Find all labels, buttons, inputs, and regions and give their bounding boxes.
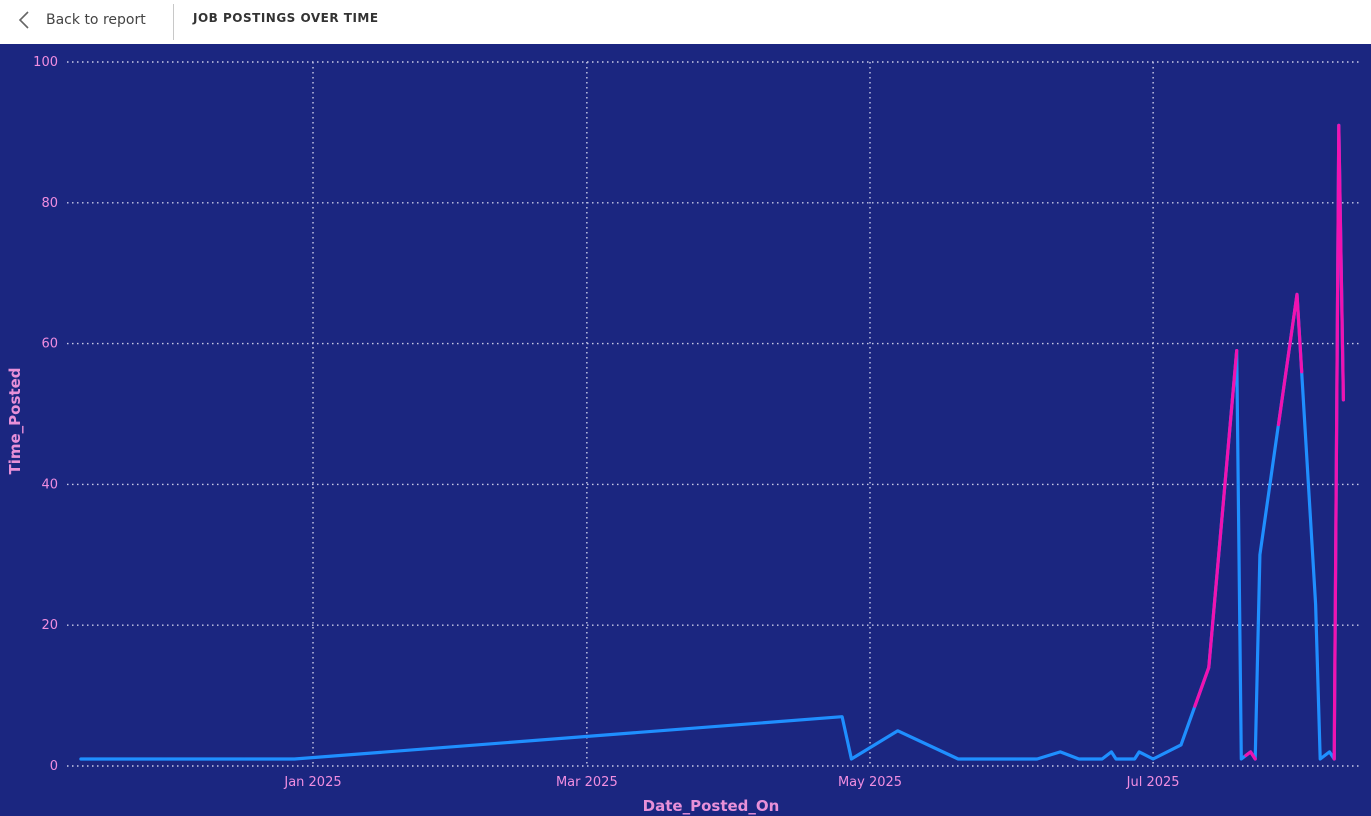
data-point xyxy=(1341,398,1345,402)
data-point xyxy=(1235,348,1239,352)
y-tick-label: 80 xyxy=(41,196,58,211)
data-point xyxy=(1248,750,1252,754)
series-time-posted[interactable] xyxy=(79,123,1345,761)
x-tick-label: Mar 2025 xyxy=(556,775,618,790)
series-line-highlight xyxy=(1193,349,1239,708)
data-point xyxy=(1077,757,1081,761)
data-point xyxy=(1207,665,1211,669)
data-point xyxy=(1239,757,1243,761)
x-axis-title: Date_Posted_On xyxy=(643,797,780,815)
data-point xyxy=(840,715,844,719)
series-line-highlight xyxy=(1244,750,1257,761)
data-point xyxy=(1035,757,1039,761)
x-tick-label: Jan 2025 xyxy=(283,775,341,790)
data-point xyxy=(1137,750,1141,754)
header-divider xyxy=(173,4,174,40)
data-point xyxy=(79,757,83,761)
back-to-report-button[interactable]: Back to report xyxy=(18,6,146,34)
data-point xyxy=(1058,750,1062,754)
y-tick-label: 0 xyxy=(50,759,58,774)
data-point xyxy=(1151,757,1155,761)
data-point xyxy=(162,757,166,761)
line-chart[interactable]: 0 20 40 60 80 100 Jan 2025 Mar 2025 May 2025 Jul… xyxy=(0,44,1371,816)
y-axis-title: Time_Posted xyxy=(6,368,24,475)
data-point xyxy=(956,757,960,761)
x-axis-ticks: Jan 2025 Mar 2025 May 2025 Jul 2025 xyxy=(283,775,1179,790)
y-tick-label: 40 xyxy=(41,477,58,492)
x-tick-label: May 2025 xyxy=(838,775,902,790)
series-line-highlight xyxy=(1276,292,1304,427)
data-point xyxy=(1332,757,1336,761)
chart-background xyxy=(0,44,1371,816)
data-point xyxy=(292,757,296,761)
series-line-highlight xyxy=(1332,123,1345,761)
back-to-report-label: Back to report xyxy=(46,12,146,28)
x-tick-label: Jul 2025 xyxy=(1126,775,1180,790)
page-title: JOB POSTINGS OVER TIME xyxy=(193,11,379,25)
chart-area: 0 20 40 60 80 100 Jan 2025 Mar 2025 May 2025 Jul… xyxy=(0,44,1371,816)
y-tick-label: 60 xyxy=(41,337,58,352)
data-point xyxy=(1109,750,1113,754)
data-point xyxy=(1313,602,1317,606)
data-point xyxy=(1327,750,1331,754)
gridlines xyxy=(67,61,1362,767)
chevron-left-icon xyxy=(18,11,29,29)
data-point xyxy=(241,757,245,761)
top-bar: Back to report JOB POSTINGS OVER TIME xyxy=(0,0,1371,44)
data-point xyxy=(1318,757,1322,761)
data-point xyxy=(1253,757,1257,761)
data-point xyxy=(1179,743,1183,747)
data-point xyxy=(1132,757,1136,761)
data-point xyxy=(1295,292,1299,296)
y-tick-label: 100 xyxy=(33,55,58,70)
series-line[interactable] xyxy=(79,123,1345,761)
data-point xyxy=(896,729,900,733)
y-axis-ticks: 0 20 40 60 80 100 xyxy=(33,55,58,774)
data-point xyxy=(1016,757,1020,761)
data-point xyxy=(1114,757,1118,761)
data-point xyxy=(1258,553,1262,557)
data-point xyxy=(849,757,853,761)
data-point xyxy=(1100,757,1104,761)
y-tick-label: 20 xyxy=(41,618,58,633)
data-point xyxy=(1337,123,1341,127)
